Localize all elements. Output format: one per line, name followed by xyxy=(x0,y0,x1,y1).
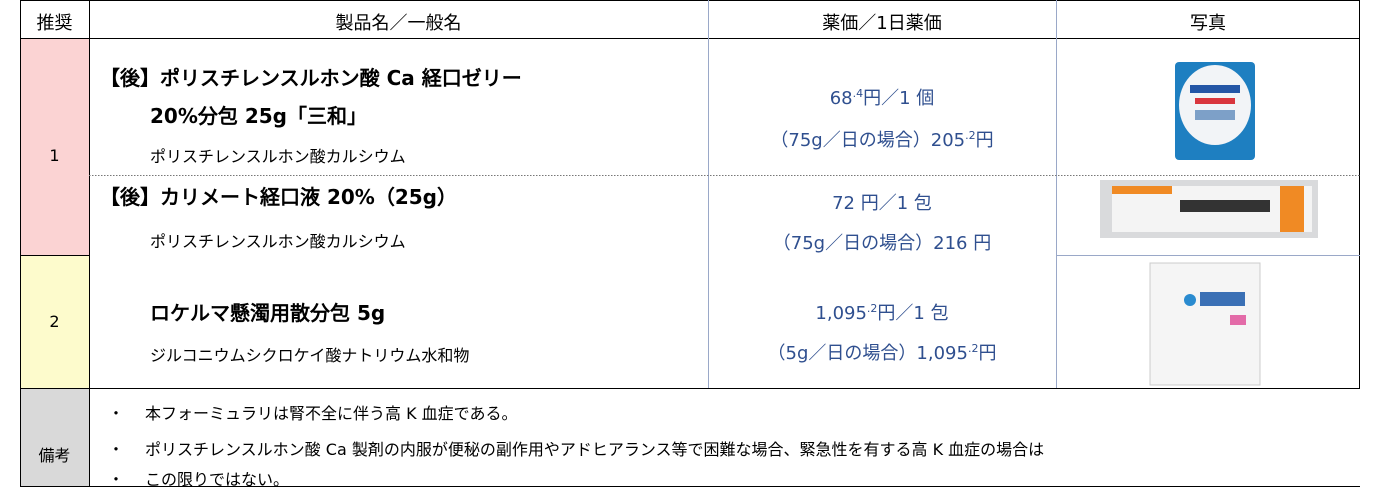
generic-name: ポリスチレンスルホン酸カルシウム xyxy=(150,232,406,251)
generic-name: ポリスチレンスルホン酸カルシウム xyxy=(150,147,406,166)
price-text: 72 円／1 包 xyxy=(832,193,932,214)
header-product: 製品名／一般名 xyxy=(335,13,462,34)
header-rank: 推奨 xyxy=(36,13,73,34)
note-text: ポリスチレンスルホン酸 Ca 製剤の内服が便秘の副作用やアドヒアランス等で困難な… xyxy=(145,440,1045,459)
product-name: 【後】カリメート経口液 20%（25g） xyxy=(100,185,457,209)
product-name: 20%分包 25g「三和」 xyxy=(150,104,367,128)
price-line: （5g／日の場合）1,095.2円 xyxy=(708,339,1056,365)
notes-label: 備考 xyxy=(38,446,71,465)
note-bullet: ・ xyxy=(108,440,125,459)
price-decimal: .2 xyxy=(866,302,878,315)
photo-liquid xyxy=(1100,180,1318,238)
header-cell: 製品名／一般名 xyxy=(89,0,708,38)
photo-jelly xyxy=(1175,62,1255,160)
price-text: 1,095 xyxy=(815,303,867,324)
rank: 1 xyxy=(49,146,60,165)
header-cell: 薬価／1日薬価 xyxy=(708,0,1056,38)
price-text: 68 xyxy=(829,88,853,109)
price-decimal: .2 xyxy=(967,342,979,355)
note-bullet: ・ xyxy=(108,404,125,423)
price-line: （75g／日の場合）205.2円 xyxy=(708,126,1056,152)
notes-label-cell xyxy=(20,388,89,487)
price-text: （75g／日の場合）205 xyxy=(770,130,966,151)
generic-name: ジルコニウムシクロケイ酸ナトリウム水和物 xyxy=(150,346,470,365)
price-text: 円／1 個 xyxy=(863,88,935,109)
price-text: 円／1 包 xyxy=(877,303,949,324)
price-decimal: .4 xyxy=(852,87,864,100)
product-name: ロケルマ懸濁用散分包 5g xyxy=(150,301,386,325)
header-cell: 推奨 xyxy=(20,0,89,38)
note-bullet: ・ xyxy=(108,470,125,489)
price-line: 68.4円／1 個 xyxy=(708,84,1056,110)
price-text: 円 xyxy=(975,130,994,151)
header-cell: 写真 xyxy=(1056,0,1360,38)
price-text: （75g／日の場合）216 円 xyxy=(772,233,992,254)
price-text: 円 xyxy=(978,343,997,364)
photo-powder xyxy=(1149,262,1261,386)
note-text: この限りではない。 xyxy=(145,470,290,489)
price-text: （5g／日の場合）1,095 xyxy=(767,343,968,364)
header-price: 薬価／1日薬価 xyxy=(822,13,942,34)
product-name: 【後】ポリスチレンスルホン酸 Ca 経口ゼリー xyxy=(100,66,522,90)
note-text: 本フォーミュラリは腎不全に伴う高 K 血症である。 xyxy=(145,404,518,423)
price-line: 1,095.2円／1 包 xyxy=(708,299,1056,325)
header-photo: 写真 xyxy=(1190,13,1226,34)
rank-2-cell xyxy=(20,255,89,388)
price-decimal: .2 xyxy=(965,129,976,142)
price-line: （75g／日の場合）216 円 xyxy=(708,229,1056,255)
rank: 2 xyxy=(49,312,60,331)
price-line: 72 円／1 包 xyxy=(708,189,1056,215)
rank-1-cell xyxy=(20,38,89,255)
